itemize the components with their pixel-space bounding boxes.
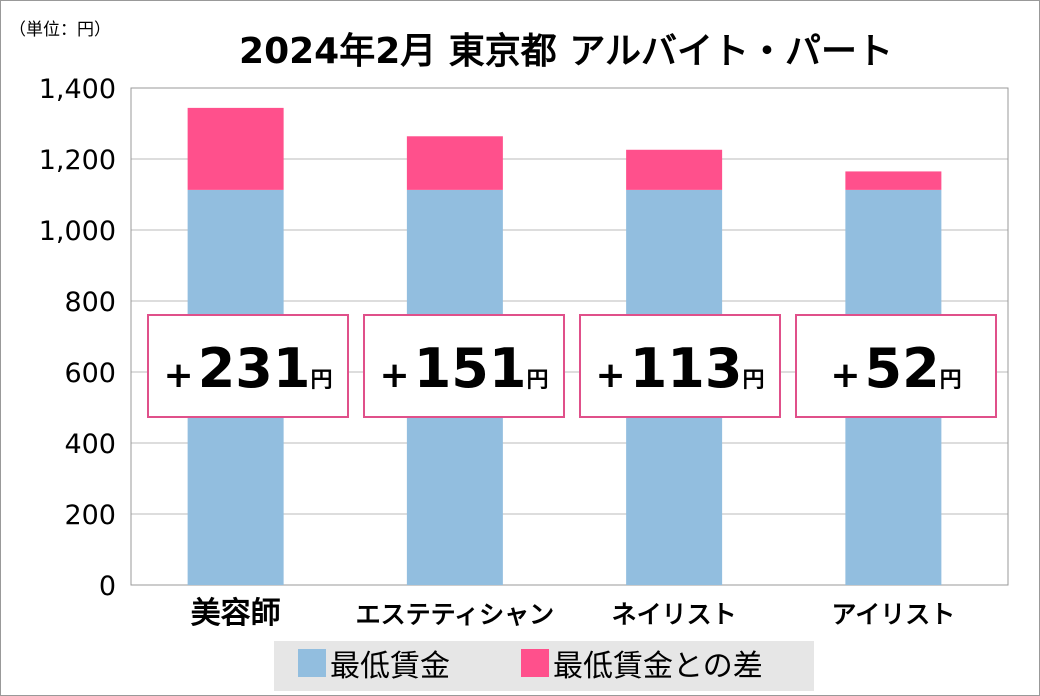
chart-title: 2024年2月 東京都 アルバイト・パート [239, 30, 893, 72]
annotation-box [579, 314, 781, 418]
plot-area [130, 87, 1009, 586]
legend-label: 最低賃金との差 [553, 649, 763, 684]
y-tick-label: 600 [64, 358, 116, 389]
x-tick-label: 美容師 [191, 596, 281, 631]
y-tick-label: 1,000 [39, 216, 116, 247]
y-tick-label: 800 [64, 287, 116, 318]
annotation-box [795, 314, 997, 418]
y-tick-label: 200 [64, 500, 116, 531]
unit-label: （単位：円） [9, 20, 111, 40]
annotation-label: +231円 [164, 337, 333, 400]
bar-segment [626, 149, 723, 190]
legend-label: 最低賃金 [330, 649, 450, 684]
annotation-label: +52円 [830, 337, 961, 400]
legend-swatch [298, 649, 326, 677]
y-tick-label: 1,200 [39, 145, 116, 176]
bar-segment [845, 171, 942, 190]
x-tick-label: ネイリスト [612, 600, 737, 629]
bar-segment [406, 136, 503, 190]
x-tick-label: エステティシャン [356, 600, 555, 629]
annotation-box [147, 314, 349, 418]
y-tick-label: 1,400 [39, 74, 116, 105]
y-tick-label: 400 [64, 429, 116, 460]
bar-segment [187, 107, 284, 190]
legend-swatch [521, 649, 549, 677]
x-tick-label: アイリスト [831, 600, 955, 629]
annotation-label: +151円 [380, 337, 549, 400]
annotation-label: +113円 [596, 337, 765, 400]
y-tick-label: 0 [99, 571, 116, 602]
annotation-box [363, 314, 565, 418]
